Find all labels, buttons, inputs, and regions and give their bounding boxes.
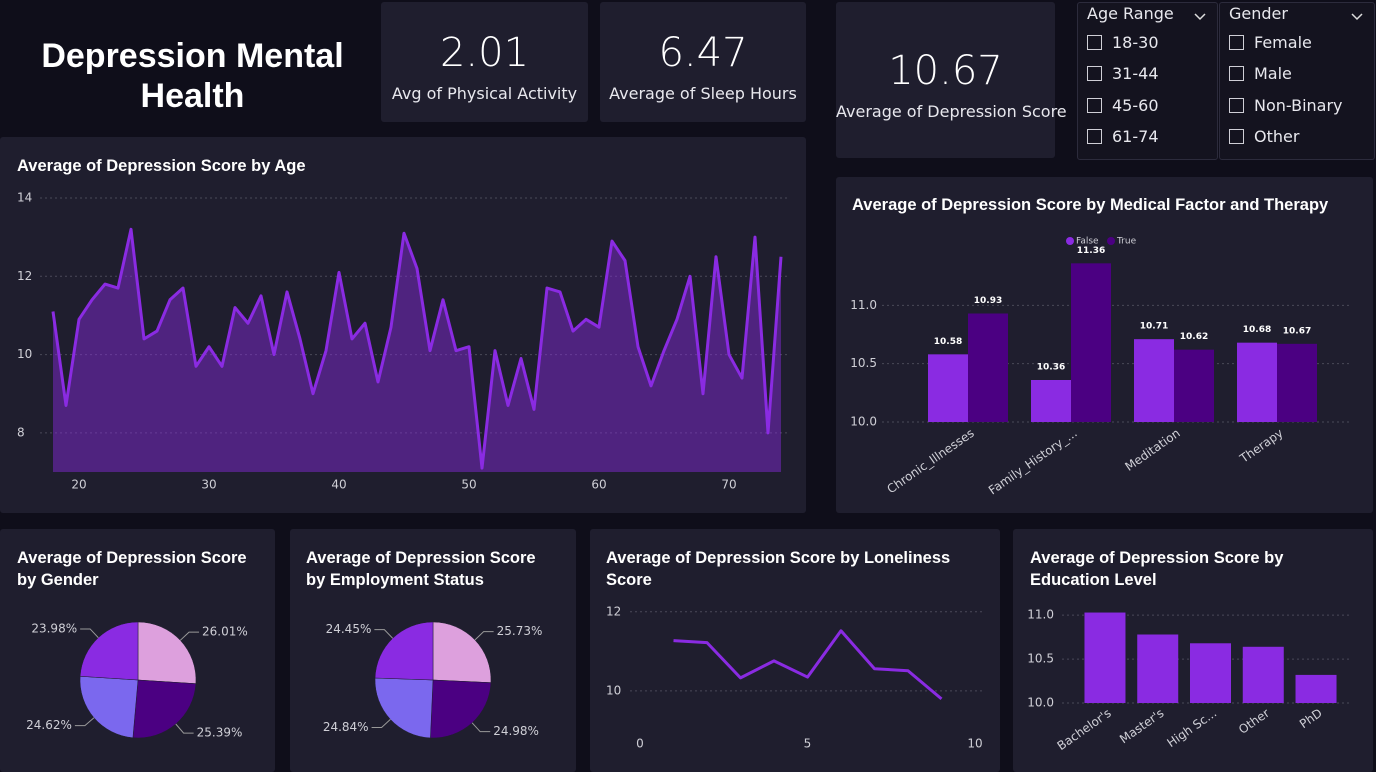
slicer-dropdown[interactable] [1194, 6, 1206, 21]
panel [600, 2, 806, 122]
panel [381, 2, 588, 122]
checkbox[interactable] [1229, 66, 1244, 82]
checkbox[interactable] [1087, 66, 1102, 82]
panel [1219, 2, 1375, 160]
slicer-option[interactable]: 45-60 [1112, 95, 1159, 115]
chart-title: Average of Depression Score by Lonelines… [606, 549, 951, 589]
panel [836, 177, 1373, 513]
kpi-value: 10.67 [888, 48, 1003, 94]
chart-title: Average of Depression Score by Gender [17, 549, 247, 589]
slicer-title: Gender [1229, 4, 1288, 23]
panel [836, 2, 1055, 158]
chart-title: Average of Depression Score by Education… [1030, 549, 1284, 589]
slicer-option[interactable]: Female [1254, 33, 1312, 52]
kpi-label: Average of Depression Score [836, 102, 1067, 121]
checkbox[interactable] [1229, 97, 1244, 113]
checkbox[interactable] [1087, 128, 1102, 144]
slicer-option[interactable]: Male [1254, 64, 1292, 84]
kpi-value: 6.47 [658, 30, 748, 76]
slicer-title: Age Range [1087, 4, 1174, 23]
slicer-option[interactable]: 18-30 [1112, 33, 1159, 52]
panel [0, 137, 806, 513]
dashboard-title: Depression Mental Health [41, 37, 344, 115]
kpi-label: Average of Sleep Hours [609, 84, 797, 103]
kpi-value: 2.01 [439, 30, 530, 76]
chart-title: Average of Depression Score by Employmen… [306, 549, 536, 589]
checkbox[interactable] [1087, 97, 1102, 113]
slicer-option[interactable]: Non-Binary [1254, 95, 1343, 115]
slicer-option[interactable]: 31-44 [1112, 64, 1159, 84]
checkbox[interactable] [1087, 35, 1102, 50]
slicer-option[interactable]: Other [1254, 126, 1300, 146]
chart-title: Average of Depression Score by Age [17, 157, 306, 175]
kpi-label: Avg of Physical Activity [391, 84, 578, 103]
checkbox[interactable] [1229, 35, 1244, 50]
slicer-dropdown[interactable] [1351, 6, 1363, 21]
chart-title: Average of Depression Score by Medical F… [852, 196, 1329, 214]
slicer-option[interactable]: 61-74 [1112, 126, 1159, 146]
checkbox[interactable] [1229, 128, 1244, 144]
